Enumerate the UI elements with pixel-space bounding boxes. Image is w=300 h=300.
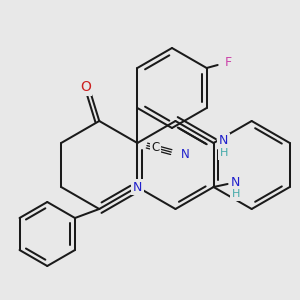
- Text: C: C: [152, 141, 160, 154]
- Text: F: F: [225, 56, 232, 70]
- Text: H: H: [219, 148, 228, 158]
- Text: N: N: [181, 148, 189, 161]
- Text: N: N: [133, 181, 142, 194]
- Text: N: N: [231, 176, 240, 188]
- Text: O: O: [80, 80, 91, 94]
- Text: N: N: [219, 134, 228, 148]
- Text: H: H: [231, 189, 240, 199]
